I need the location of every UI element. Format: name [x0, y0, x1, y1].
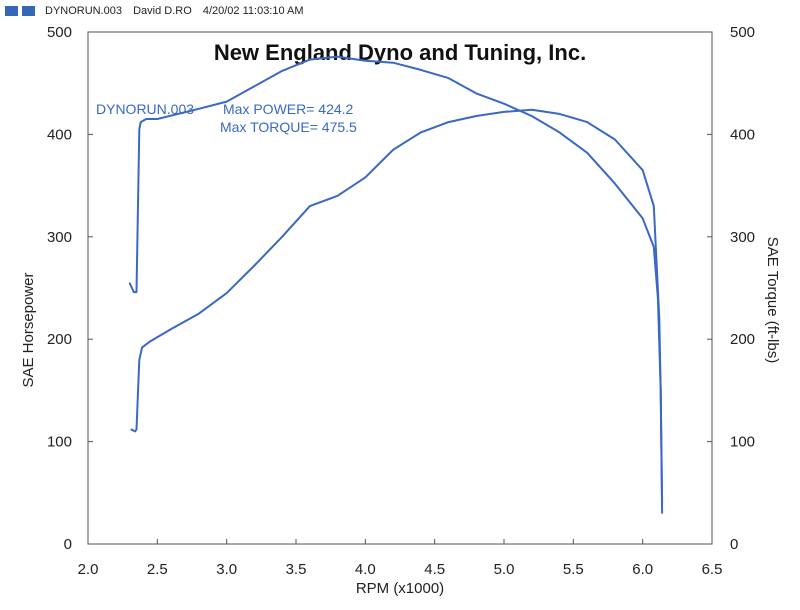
annotation-max-torque: Max TORQUE= 475.5: [220, 119, 357, 135]
horsepower-point: [614, 138, 616, 141]
plot-area: [87, 31, 713, 545]
header-user: David D.RO: [133, 5, 192, 17]
torque-point: [475, 92, 477, 94]
y-tick-label: 400: [47, 126, 72, 143]
x-tick-label: 5.5: [563, 561, 584, 578]
torque-point: [281, 70, 283, 72]
horsepower-point: [420, 131, 422, 133]
chart-title: New England Dyno and Tuning, Inc.: [214, 40, 586, 65]
horsepower-point: [281, 236, 283, 238]
series-group: [128, 55, 664, 514]
torque-point: [660, 389, 662, 391]
horsepower-point: [337, 195, 339, 197]
y2-tick-label: 500: [730, 24, 755, 41]
torque-point: [129, 282, 131, 284]
y2-tick-label: 400: [730, 126, 755, 143]
horsepower-point: [141, 346, 143, 348]
torque-point: [198, 108, 200, 110]
horsepower-point: [447, 121, 450, 123]
x-tick-label: 2.0: [78, 561, 99, 578]
header-filename: DYNORUN.003: [45, 5, 123, 17]
x-tick-label: 4.5: [424, 561, 445, 578]
torque-point: [309, 59, 311, 61]
torque-point: [420, 69, 422, 71]
torque-point: [657, 297, 659, 299]
y-axis-label: SAE Horsepower: [20, 272, 37, 387]
torque-point: [614, 183, 616, 185]
x-tick-label: 5.0: [494, 561, 515, 578]
horsepower-point: [138, 359, 140, 361]
torque-point: [642, 217, 644, 219]
window-icon: [22, 6, 35, 16]
x-tick-label: 4.0: [355, 561, 376, 578]
horsepower-point: [253, 264, 255, 267]
x-axis-label: RPM (x1000): [356, 580, 444, 597]
torque-point: [226, 101, 228, 103]
y2-tick-label: 300: [730, 229, 755, 246]
torque-point: [653, 246, 655, 248]
x-tick-label: 2.5: [147, 561, 168, 578]
horsepower-point: [653, 205, 655, 207]
y-tick-label: 0: [64, 536, 72, 553]
torque-point: [558, 131, 561, 133]
horsepower-series-line: [130, 108, 664, 504]
torque-point: [145, 118, 147, 120]
y-tick-label: 200: [47, 331, 72, 348]
torque-point: [253, 85, 255, 87]
x-axis: 2.0 2.5 3.0 3.5 4.0 4.5 5.0 5.5 6.0 6.5: [78, 539, 723, 578]
torque-point: [531, 115, 533, 117]
y-axis-right: 0 100 200 300 400 500: [707, 24, 755, 553]
torque-point: [364, 60, 366, 62]
horsepower-point: [531, 109, 533, 111]
annotation-run: DYNORUN.003: [96, 101, 194, 117]
horsepower-point: [392, 149, 394, 151]
y-tick-label: 300: [47, 229, 72, 246]
horsepower-point: [226, 292, 228, 294]
horsepower-point: [198, 313, 200, 315]
window-icon: [5, 6, 18, 16]
horsepower-point: [149, 340, 151, 342]
horsepower-point: [309, 205, 311, 207]
torque-point: [133, 291, 135, 293]
torque-series-line: [128, 55, 664, 514]
horsepower-point: [364, 176, 366, 178]
torque-point: [661, 512, 663, 514]
y2-axis-label: SAE Torque (ft-lbs): [764, 237, 781, 363]
y-tick-label: 500: [47, 24, 72, 41]
horsepower-point: [475, 115, 477, 117]
torque-point: [140, 121, 142, 123]
y-tick-label: 100: [47, 434, 72, 451]
y2-tick-label: 0: [730, 536, 738, 553]
torque-point: [337, 56, 339, 58]
annotation-max-power: Max POWER= 424.2: [223, 101, 354, 117]
y-axis-left: 0 100 200 300 400 500: [47, 24, 93, 553]
horsepower-point: [134, 430, 136, 432]
torque-point: [135, 291, 138, 293]
horsepower-point: [558, 113, 561, 115]
torque-point: [447, 77, 450, 79]
x-tick-label: 3.5: [286, 561, 307, 578]
horsepower-point: [586, 121, 588, 123]
x-tick-label: 6.0: [632, 561, 653, 578]
x-tick-label: 6.5: [702, 561, 723, 578]
horsepower-point: [130, 428, 132, 430]
torque-point: [392, 62, 394, 64]
torque-point: [138, 128, 140, 130]
y2-tick-label: 100: [730, 434, 755, 451]
torque-point: [156, 118, 158, 120]
horsepower-point: [503, 111, 505, 113]
torque-point: [503, 103, 505, 105]
torque-point: [586, 152, 588, 154]
header-timestamp: 4/20/02 11:03:10 AM: [202, 5, 304, 17]
horsepower-point: [135, 428, 138, 430]
x-tick-label: 3.0: [216, 561, 237, 578]
report-header: DYNORUN.003 David D.RO 4/20/02 11:03:10 …: [0, 0, 800, 22]
header-text: DYNORUN.003 David D.RO 4/20/02 11:03:10 …: [45, 5, 312, 17]
y2-tick-label: 200: [730, 331, 755, 348]
horsepower-point: [170, 328, 172, 330]
horsepower-point: [642, 169, 644, 171]
